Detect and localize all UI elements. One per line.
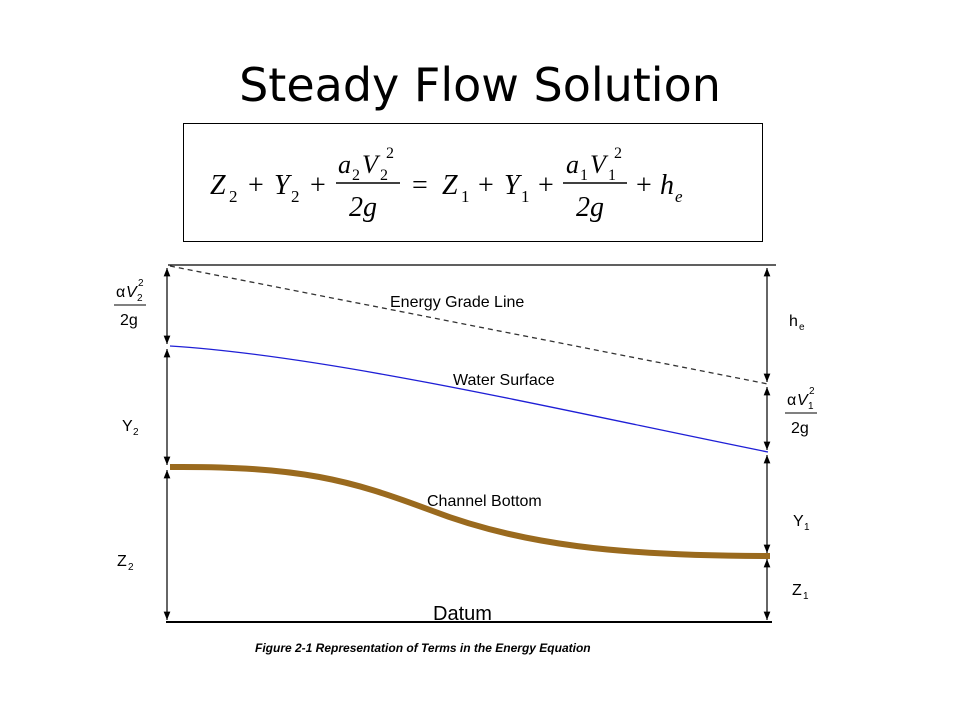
energy-equation: Z 2 + Y 2 + a 2 V 2 2 2g = Z 1 + Y 1 + a… [210,145,683,223]
eq-plus-1: + [248,170,264,201]
right-2g: 2g [791,420,809,437]
left-z2-label: Z [117,553,127,570]
eq-y2-sub: 2 [291,187,300,206]
right-z1-label: Z [792,582,802,599]
right-alpha: α [787,392,796,409]
eq-equals: = [412,170,428,201]
eq-den-left: 2g [349,192,377,223]
right-velocity-head-label: α V 1 2 2g [785,386,817,437]
right-y1-sub: 1 [804,522,810,533]
eq-plus-2: + [310,170,326,201]
energy-grade-line-label: Energy Grade Line [390,294,524,311]
left-z2-sub: 2 [128,562,134,573]
left-velocity-head-label: α V 2 2 2g [114,278,146,329]
left-alpha: α [116,284,125,301]
energy-equation-box [183,123,763,242]
figure-caption: Figure 2-1 Representation of Terms in th… [255,641,591,655]
left-2g: 2g [120,312,138,329]
eq-z1: Z [442,170,458,201]
right-he-sub: e [799,322,805,333]
channel-bottom-label: Channel Bottom [427,493,542,510]
eq-den-right: 2g [576,192,604,223]
eq-z1-sub: 1 [461,187,470,206]
left-y2-label: Y [122,418,133,435]
eq-v1-sub: 1 [608,167,616,184]
eq-v2-sub: 2 [380,167,388,184]
right-he-label: h [789,313,798,330]
eq-plus-4: + [538,170,554,201]
eq-v2-sup: 2 [386,145,394,162]
water-surface-line [169,345,769,453]
left-v: V [126,284,138,301]
eq-z2: Z [210,170,226,201]
eq-a2: a [338,150,351,179]
eq-a1-sub: 1 [580,167,588,184]
channel-bottom-line [169,463,771,559]
left-v-sub: 2 [137,293,143,304]
left-y2-sub: 2 [133,427,139,438]
eq-y1: Y [504,170,523,201]
right-y1-label: Y [793,513,804,530]
right-z1-sub: 1 [803,591,809,602]
left-v-sup: 2 [138,278,144,289]
eq-v1: V [590,150,609,179]
eq-a2-sub: 2 [352,167,360,184]
slide-title: Steady Flow Solution [239,58,721,112]
datum-label: Datum [433,603,492,625]
eq-v1-sup: 2 [614,145,622,162]
eq-a1: a [566,150,579,179]
eq-z2-sub: 2 [229,187,238,206]
eq-he-sub: e [675,187,683,206]
eq-he: h [660,170,674,201]
water-surface-label: Water Surface [453,372,555,389]
eq-y1-sub: 1 [521,187,530,206]
right-v-sub: 1 [808,401,814,412]
eq-plus-3: + [478,170,494,201]
right-v-sup: 2 [809,386,815,397]
right-v: V [797,392,809,409]
eq-v2: V [362,150,381,179]
energy-grade-line [169,265,769,385]
eq-plus-5: + [636,170,652,201]
eq-y2: Y [274,170,293,201]
